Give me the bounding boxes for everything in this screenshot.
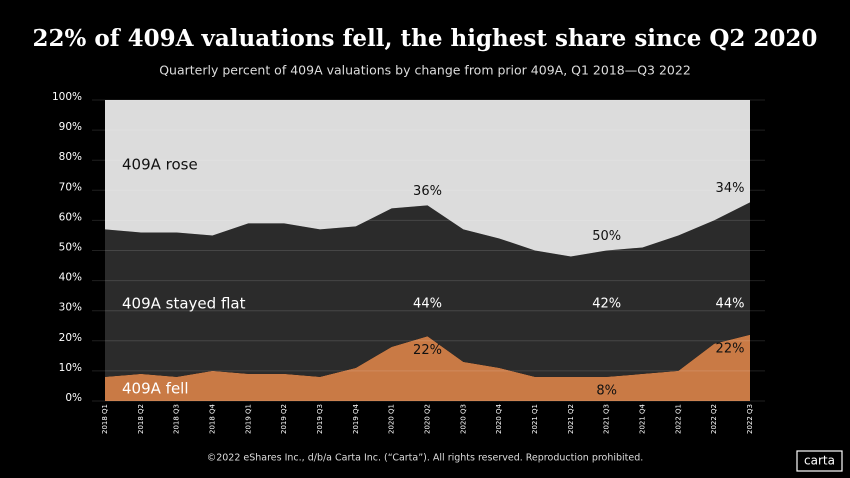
x-tick-label: 2020 Q4 <box>495 403 503 434</box>
y-tick-label: 20% <box>59 332 82 344</box>
x-tick-label: 2022 Q3 <box>746 404 754 434</box>
logo: carta <box>804 454 835 468</box>
area <box>105 202 750 377</box>
y-tick-label: 10% <box>59 362 82 374</box>
y-tick-label: 90% <box>59 121 82 133</box>
x-tick-label: 2019 Q4 <box>352 403 360 434</box>
value-label: 36% <box>413 184 442 199</box>
series-label: 409A rose <box>122 156 198 174</box>
logo-box <box>796 450 843 472</box>
value-label: 22% <box>716 341 745 356</box>
chart-title: 22% of 409A valuations fell, the highest… <box>33 25 818 52</box>
value-label: 22% <box>413 343 442 358</box>
x-tick-label: 2018 Q3 <box>173 404 181 434</box>
chart-subtitle: Quarterly percent of 409A valuations by … <box>159 63 691 78</box>
y-tick-label: 100% <box>52 91 82 103</box>
y-tick-label: 50% <box>59 242 82 254</box>
y-tick-label: 60% <box>59 211 82 223</box>
y-tick-label: 0% <box>65 392 82 404</box>
value-label: 34% <box>716 181 745 196</box>
x-tick-label: 2020 Q1 <box>388 404 396 434</box>
y-tick-label: 40% <box>59 272 82 284</box>
y-tick-label: 30% <box>59 302 82 314</box>
x-tick-label: 2021 Q1 <box>531 404 539 434</box>
x-tick-label: 2020 Q2 <box>424 404 432 434</box>
x-tick-label: 2022 Q1 <box>674 404 682 434</box>
x-tick-label: 2019 Q1 <box>244 404 252 434</box>
x-tick-label: 2018 Q1 <box>101 404 109 434</box>
x-tick-label: 2021 Q4 <box>639 403 647 434</box>
series-label: 409A stayed flat <box>122 295 246 313</box>
area <box>105 334 750 401</box>
y-tick-label: 80% <box>59 151 82 163</box>
x-tick-label: 2018 Q4 <box>209 403 217 434</box>
x-tick-label: 2021 Q3 <box>603 404 611 434</box>
x-tick-label: 2019 Q3 <box>316 404 324 434</box>
y-tick-label: 70% <box>59 181 82 193</box>
value-label: 50% <box>592 229 621 244</box>
value-label: 8% <box>596 383 617 398</box>
area <box>105 100 750 257</box>
x-tick-label: 2020 Q3 <box>459 404 467 434</box>
x-tick-label: 2022 Q2 <box>710 404 718 434</box>
value-label: 42% <box>592 297 621 312</box>
series-label: 409A fell <box>122 380 189 398</box>
x-tick-label: 2019 Q2 <box>280 404 288 434</box>
footer: ©2022 eShares Inc., d/b/a Carta Inc. (“C… <box>207 453 644 464</box>
plot-area <box>105 100 750 401</box>
x-tick-label: 2021 Q2 <box>567 404 575 434</box>
value-label: 44% <box>413 297 442 312</box>
x-tick-label: 2018 Q2 <box>137 404 145 434</box>
value-label: 44% <box>716 297 745 312</box>
